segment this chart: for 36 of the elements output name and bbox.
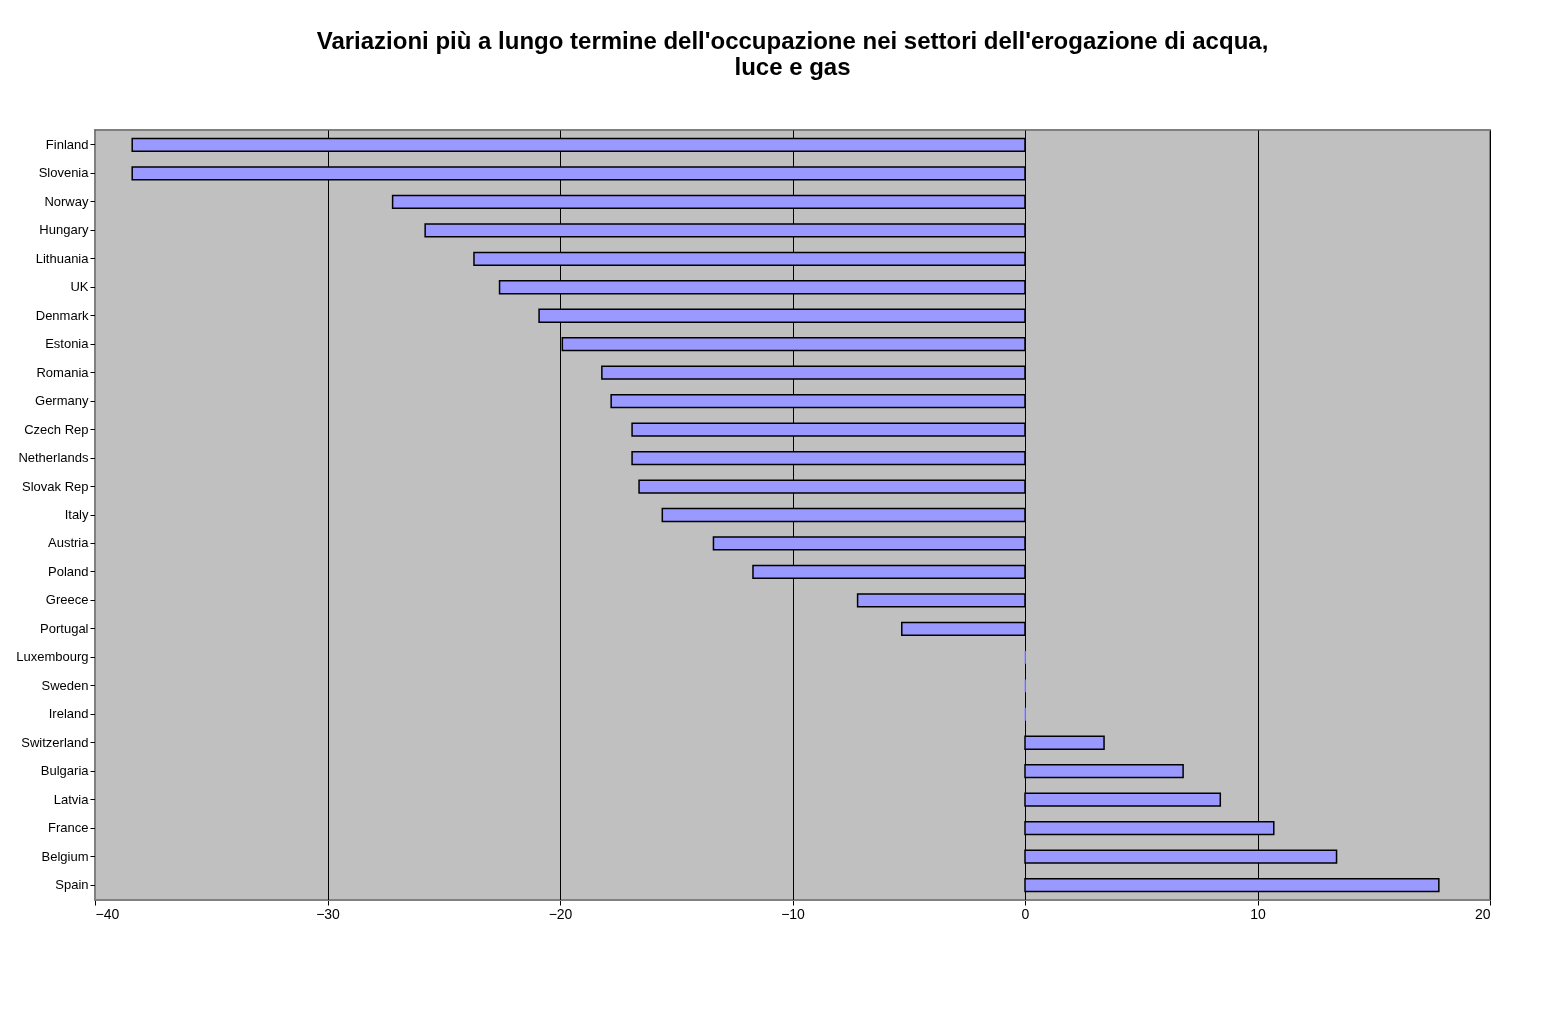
x-tick-label: 0 [1021,905,1030,922]
y-tick-label: Bulgaria [40,763,90,779]
text: luce e gas [734,53,851,80]
y-tick-label: Denmark [35,307,89,323]
y-tick-label: Belgium [41,848,89,864]
x-tick-label: 10 [1250,905,1266,922]
y-tick-label: UK [70,279,89,295]
x-tick-label: −40 [95,905,120,922]
y-tick-label: Netherlands [18,450,89,466]
y-tick-label: Luxembourg [16,649,89,665]
x-tick-label: 20 [1474,905,1491,922]
y-tick-label: Greece [45,592,89,608]
y-tick-label: Slovenia [38,165,90,181]
y-tick-label: Lithuania [35,250,90,266]
y-tick-label: Ireland [48,706,89,722]
y-tick-label: France [48,820,89,836]
x-tick-label: −10 [781,905,806,922]
y-tick-label: Czech Rep [24,421,89,437]
y-tick-label: Romania [36,364,90,380]
y-tick-label: Norway [44,193,89,209]
y-tick-label: Germany [35,393,89,409]
y-tick-label: Estonia [45,336,90,352]
y-tick-label: Hungary [39,222,89,238]
text: Variazioni più a lungo termine dell'occupazione nei settori dell'erogazione di acqua, [316,27,1269,54]
y-tick-label: Poland [48,563,89,579]
x-tick-label: −30 [316,905,341,922]
y-tick-label: Finland [45,136,89,152]
y-tick-label: Portugal [40,620,89,636]
y-tick-label: Latvia [53,791,90,807]
y-tick-label: Spain [55,877,89,893]
y-tick-label: Italy [64,507,89,522]
y-tick-label: Switzerland [21,734,89,750]
y-tick-label: Sweden [41,677,89,693]
y-tick-label: Slovak Rep [22,478,89,494]
x-tick-label: −20 [548,905,573,922]
y-tick-label: Austria [48,535,90,551]
